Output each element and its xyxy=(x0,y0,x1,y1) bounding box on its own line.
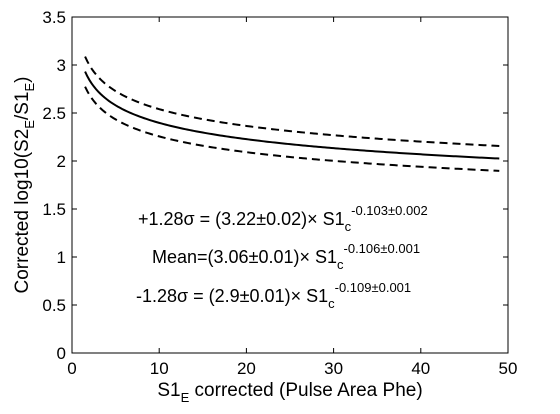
plot-frame xyxy=(71,16,509,354)
annotation-mean: Mean=(3.06±0.01)× S1c-0.106±0.001 xyxy=(152,241,420,272)
annotation-lower: -1.28σ = (2.9±0.01)× S1c-0.109±0.001 xyxy=(136,280,411,311)
series-mean-line xyxy=(84,71,500,160)
annotation-upper: +1.28σ = (3.22±0.02)× S1c-0.103±0.002 xyxy=(138,203,428,234)
x-tick-label: 30 xyxy=(324,359,343,378)
y-tick-label: 1.5 xyxy=(42,200,66,219)
x-tick-label: 20 xyxy=(237,359,256,378)
y-tick-label: 2 xyxy=(57,152,66,171)
y-axis-label: Corrected log10(S2E/S1E) xyxy=(12,77,37,294)
y-tick-label: 0.5 xyxy=(42,296,66,315)
x-tick-label: 0 xyxy=(67,359,76,378)
plot-area xyxy=(72,17,508,353)
x-axis-label: S1E corrected (Pulse Area Phe) xyxy=(157,380,422,405)
y-tick-label: 3 xyxy=(57,56,66,75)
y-tick-label: 1 xyxy=(57,248,66,267)
x-tick-label: 10 xyxy=(150,359,169,378)
y-tick-label: 3.5 xyxy=(42,8,66,27)
series-lower-line xyxy=(84,86,500,172)
y-tick-label: 2.5 xyxy=(42,104,66,123)
y-tick-label: 0 xyxy=(57,344,66,363)
x-tick-label: 40 xyxy=(411,359,430,378)
x-tick-label: 50 xyxy=(499,359,518,378)
series-upper-line xyxy=(84,56,500,147)
